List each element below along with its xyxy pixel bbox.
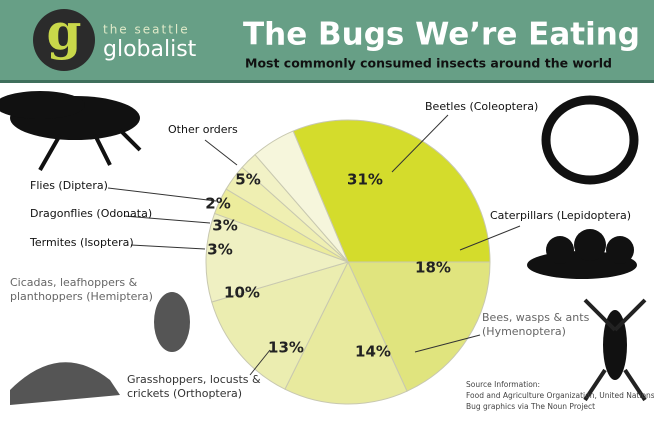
value-label: 18% [415, 259, 451, 277]
beetle-shell [546, 100, 634, 180]
value-label: 13% [268, 339, 304, 357]
leader-line [205, 140, 237, 165]
slice-label: Termites (Isoptera) [29, 236, 134, 249]
cicada [154, 292, 190, 352]
slice-label: Dragonflies (Odonata) [30, 207, 152, 220]
logo-top: the seattle [103, 23, 190, 37]
caterpillar-seg [546, 236, 574, 264]
slice-label: Bees, wasps & ants(Hymenoptera) [482, 311, 590, 338]
chart-title: The Bugs We’re Eating [243, 17, 640, 53]
leader-line [108, 188, 216, 201]
slice-label: Flies (Diptera) [30, 179, 108, 192]
value-label: 3% [212, 217, 237, 235]
grasshopper [10, 362, 120, 405]
value-label: 2% [205, 195, 230, 213]
value-label: 5% [235, 171, 260, 189]
caterpillar-seg [606, 236, 634, 264]
chart: g the seattle globalist The Bugs We’re E… [0, 0, 654, 420]
logo-main: globalist [103, 37, 197, 62]
value-label: 14% [355, 343, 391, 361]
header-rule [0, 80, 654, 83]
source-note: Food and Agriculture Organization, Unite… [466, 391, 654, 400]
leader-line [131, 245, 205, 249]
source-note: Source Information: [466, 380, 540, 389]
value-label: 10% [224, 284, 260, 302]
value-label: 31% [347, 171, 383, 189]
logo-letter: g [47, 2, 82, 61]
slice-label: Other orders [168, 123, 238, 136]
page: {"header": {"logo_letter": "g", "logo_to… [0, 0, 654, 420]
value-label: 3% [207, 241, 232, 259]
slice-label: Cicadas, leafhoppers &planthoppers (Hemi… [10, 276, 153, 303]
slice-label: Caterpillars (Lepidoptera) [490, 209, 631, 222]
chart-subtitle: Most commonly consumed insects around th… [245, 56, 612, 71]
slice-label: Grasshoppers, locusts &crickets (Orthopt… [127, 373, 261, 400]
source-note: Bug graphics via The Noun Project [466, 402, 595, 411]
caterpillar-seg [574, 229, 606, 261]
slice-label: Beetles (Coleoptera) [425, 100, 538, 113]
